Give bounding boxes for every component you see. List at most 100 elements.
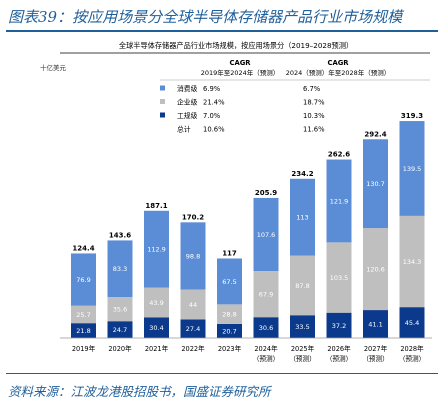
bar-segment-industrial [107,321,133,338]
cagr-swatch [160,85,165,91]
segment-value-label: 30.4 [149,324,163,332]
x-tick-label: 2028年 [400,344,424,353]
segment-value-label: 107.6 [257,231,276,239]
segment-value-label: 120.6 [366,265,385,273]
bar-segment-industrial [71,323,96,338]
segment-value-label: 67.9 [259,291,273,299]
x-tick-label: 2021年 [145,344,169,353]
cagr-value-2019-2024: 21.4% [203,99,225,107]
bar-segment-enterprise [71,305,96,324]
cagr-row-label: 企业级 [177,98,198,107]
segment-value-label: 44 [189,301,197,309]
cagr-row-label: 消费级 [177,84,198,93]
x-tick-label: 2024年 [254,344,278,353]
bar-segment-industrial [290,315,315,338]
bar-segment-industrial [180,319,206,338]
bar-segment-enterprise [290,255,315,316]
x-tick-label: 2026年 [327,344,351,353]
segment-value-label: 130.7 [366,180,385,188]
segment-value-label: 121.9 [330,197,349,205]
x-tick-label: （预测） [399,354,425,363]
bar-total-label: 143.6 [109,231,131,239]
bar-total-label: 170.2 [182,213,204,221]
x-tick-label: 2022年 [181,344,205,353]
cagr-value-2024-2028: 6.7% [303,85,321,93]
bar-segment-consumer [253,197,279,272]
segment-value-label: 98.8 [186,252,200,260]
bar-total-label: 205.9 [255,189,277,197]
bar-segment-enterprise [399,215,425,308]
bar-segment-enterprise [144,287,169,318]
x-tick-label: （预测） [289,354,315,363]
segment-value-label: 30.6 [259,324,273,332]
bar-total-label: 234.2 [291,170,313,178]
bar-segment-industrial [217,323,242,338]
bar-segment-consumer [217,258,242,305]
x-tick-label: 2019年 [72,344,96,353]
figure-title: 图表39：按应用场景分全球半导体存储器产品行业市场规模 [8,8,403,26]
bar-segment-industrial [326,312,352,338]
bar-total-label: 187.1 [145,202,167,210]
cagr-value-2024-2028: 10.3% [303,112,325,120]
cagr-row-label: 工规级 [177,111,198,120]
segment-value-label: 25.7 [76,311,90,319]
bar-total-label: 319.3 [401,112,423,120]
x-tick-label: （预测） [362,354,388,363]
segment-value-label: 37.2 [332,322,346,330]
bar-segment-enterprise [107,297,133,322]
unit-label: 十亿美元 [40,63,67,72]
bar-segment-enterprise [217,304,242,324]
bar-segment-enterprise [180,289,206,320]
x-tick-label: （预测） [253,354,279,363]
cagr-table: 消费级 6.9% 6.7% 企业级 21.4% 18.7% 工规级 7.0% 10.3% 总计 10… [160,84,325,134]
cagr-value-2019-2024: 6.9% [203,85,221,93]
segment-value-label: 83.3 [113,265,127,273]
cagr-row-label: 总计 [177,125,191,134]
bar-segment-industrial [144,317,169,338]
bar-segment-consumer [107,240,133,298]
segment-value-label: 20.7 [222,327,236,335]
bar-segment-consumer [71,253,96,306]
x-axis-labels: 2019年 2020年 2021年 2022年 2023年 2024年（预测）2025年（… [72,344,425,363]
bar-segment-industrial [253,317,279,338]
segment-value-label: 67.5 [222,278,236,286]
bar-segment-consumer [399,121,425,216]
bar-total-label: 124.4 [72,244,94,252]
x-tick-label: 2020年 [108,344,132,353]
cagr-value-2019-2024: 10.6% [203,126,225,134]
bars-layer: 21.8 25.7 76.9 124.4 24.7 35.6 83.3 143.6 30.4 43… [71,112,425,338]
cagr-value-2024-2028: 18.7% [303,99,325,107]
cagr-header-1: CAGR [229,59,251,67]
cagr-header-2-sub: 2024（预测）年至2028年（预测） [286,68,391,77]
segment-value-label: 35.6 [113,306,127,314]
bar-segment-consumer [290,178,315,256]
bar-segment-consumer [144,210,169,288]
bar-total-label: 262.6 [328,151,350,159]
bar-segment-industrial [363,310,388,338]
segment-value-label: 41.1 [368,320,382,328]
segment-value-label: 24.7 [113,326,127,334]
bar-segment-industrial [399,307,425,338]
chart-title: 全球半导体存储器产品行业市场规模，按应用场景分（2019–2028预测） [119,41,353,50]
source-note: 资料来源：江波龙港股招股书，国盛证券研究所 [8,384,271,399]
segment-value-label: 45.4 [405,319,419,327]
segment-value-label: 33.5 [295,323,309,331]
x-tick-label: （预测） [326,354,352,363]
segment-value-label: 27.4 [186,325,200,333]
cagr-header-2: CAGR [327,59,349,67]
bar-total-label: 292.4 [364,130,386,138]
segment-value-label: 87.8 [295,282,309,290]
bar-segment-consumer [363,139,388,229]
x-tick-label: 2025年 [291,344,315,353]
segment-value-label: 43.9 [149,299,163,307]
bar-segment-enterprise [253,271,279,318]
x-tick-label: 2023年 [218,344,242,353]
segment-value-label: 28.8 [222,311,236,319]
bar-segment-consumer [326,159,352,243]
bar-segment-enterprise [326,242,352,313]
cagr-swatch [160,99,165,104]
bar-segment-enterprise [363,228,388,311]
bar-total-label: 117 [222,249,237,257]
segment-value-label: 103.5 [330,274,349,282]
